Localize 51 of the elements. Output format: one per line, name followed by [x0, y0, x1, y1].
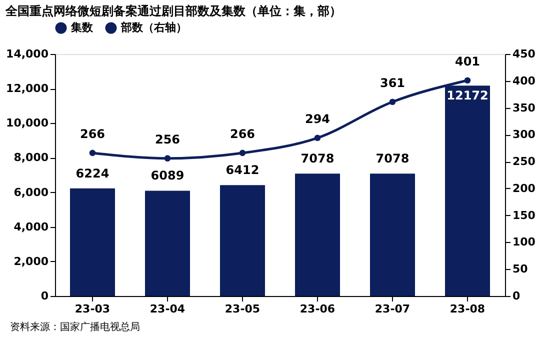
point	[464, 77, 471, 84]
bar	[220, 185, 265, 296]
x-tick-label: 23-06	[300, 302, 336, 316]
point	[314, 134, 321, 142]
x-tick-label: 23-03	[74, 302, 110, 316]
y-tick-label: 14,000	[6, 48, 49, 60]
x-tick-label: 23-08	[450, 302, 486, 316]
text: 资料来源：国家广播电视总局	[10, 321, 140, 333]
data-label: 294	[304, 112, 330, 126]
point	[239, 150, 246, 156]
data-label: 361	[380, 76, 406, 90]
x-tick-label: 23-05	[224, 302, 260, 316]
data-label: 6412	[226, 163, 260, 178]
y2-tick-label: 350	[512, 101, 536, 114]
y2-tick-label: 400	[512, 74, 536, 88]
y-tick-label: 2,000	[14, 254, 49, 268]
chart-title: 全国重点网络微短剧备案通过剧目部数及集数（单位：集，部）	[4, 4, 342, 18]
y2-tick-label: 300	[512, 128, 536, 142]
y2-tick-label: 200	[512, 182, 536, 195]
bar	[295, 174, 340, 296]
y2-tick-label: 450	[512, 48, 536, 60]
y2-tick-label: 100	[512, 236, 536, 249]
y-tick-label: 8,000	[14, 151, 49, 164]
y2-tick-label: 150	[512, 208, 536, 222]
legend-label: 集数	[70, 21, 94, 34]
x-tick-label: 23-04	[150, 302, 186, 316]
y-tick-label: 10,000	[6, 116, 49, 130]
y-tick-label: 0	[40, 290, 49, 302]
x-tick-label: 23-07	[374, 302, 410, 316]
y2-tick-label: 0	[512, 290, 520, 302]
data-label: 7078	[376, 152, 410, 166]
bar	[70, 188, 115, 296]
y2-tick-label: 250	[512, 155, 536, 168]
bar	[145, 190, 190, 296]
point	[389, 98, 396, 106]
data-label: 6089	[150, 168, 184, 183]
data-label: 401	[454, 54, 480, 68]
bar	[370, 174, 415, 296]
data-label: 266	[230, 126, 256, 141]
y-tick-label: 12,000	[6, 82, 49, 96]
data-label: 256	[154, 132, 180, 146]
point	[164, 155, 171, 162]
y2-tick-label: 50	[512, 262, 528, 276]
data-label: 266	[80, 126, 106, 141]
legend-label: 部数（右轴）	[120, 21, 187, 34]
y-tick-label: 6,000	[14, 186, 49, 199]
data-label: 12172	[446, 88, 488, 103]
data-label: 7078	[300, 152, 334, 166]
y-tick-label: 4,000	[14, 220, 49, 234]
point	[89, 150, 96, 156]
data-label: 6224	[76, 166, 110, 180]
